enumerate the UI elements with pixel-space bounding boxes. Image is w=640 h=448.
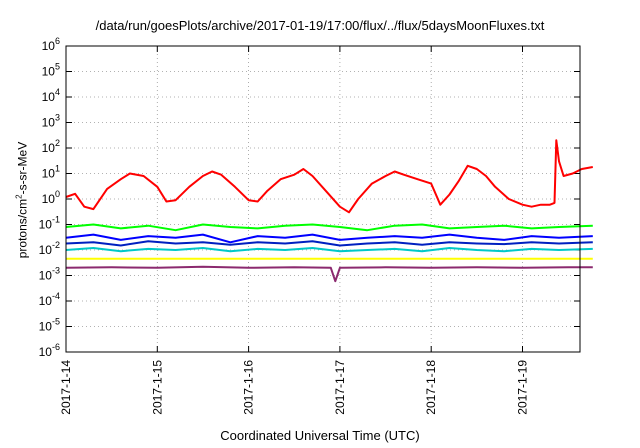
- series-line-2: [65, 233, 593, 244]
- y-tick-label: 102: [42, 138, 60, 155]
- y-tick-label: 106: [42, 36, 60, 53]
- y-tick-label: 103: [42, 113, 60, 130]
- y-axis-label-suffix: -s-sr-MeV: [15, 141, 30, 195]
- x-tick-label: 2017-1-19: [516, 360, 530, 415]
- y-tick-label: 104: [42, 87, 60, 104]
- series-line-0: [65, 139, 593, 214]
- y-tick-label: 10-6: [39, 342, 60, 359]
- x-tick-label: 2017-1-15: [150, 360, 164, 415]
- series-line-3: [65, 240, 593, 247]
- chart-title: /data/run/goesPlots/archive/2017-01-19/1…: [95, 18, 545, 33]
- x-tick-label: 2017-1-17: [333, 360, 347, 415]
- y-axis-label-sup: 2: [14, 194, 24, 199]
- x-axis-label: Coordinated Universal Time (UTC): [220, 428, 420, 443]
- y-tick-label: 10-1: [39, 215, 60, 232]
- x-tick-label: 2017-1-16: [242, 360, 256, 415]
- series-line-4: [65, 247, 593, 253]
- y-axis-label-prefix: protons/cm: [15, 198, 30, 259]
- y-tick-label: 105: [42, 62, 60, 79]
- plot-frame: [65, 45, 581, 353]
- y-tick-label: 100: [42, 189, 60, 206]
- y-tick-label: 10-4: [39, 291, 60, 308]
- y-tick-label: 10-3: [39, 266, 60, 283]
- y-tick-label: 10-2: [39, 240, 60, 257]
- series-line-1: [65, 223, 593, 232]
- series-line-6: [65, 265, 593, 283]
- y-tick-label: 101: [42, 164, 60, 181]
- x-tick-label: 2017-1-14: [59, 360, 73, 415]
- y-axis-label: protons/cm2-s-sr-MeV: [15, 142, 30, 258]
- x-tick-label: 2017-1-18: [424, 360, 438, 415]
- y-tick-label: 10-5: [39, 317, 60, 334]
